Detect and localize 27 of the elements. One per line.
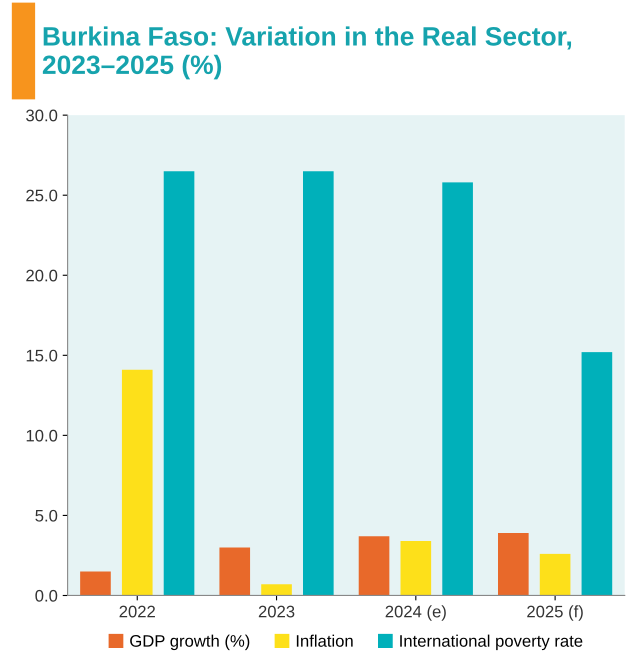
y-tick-label: 30.0 [26, 110, 58, 122]
bar [261, 584, 292, 596]
bar [540, 554, 570, 596]
bar [219, 547, 250, 596]
bar [582, 352, 612, 596]
legend-label: GDP growth (%) [130, 634, 250, 650]
x-tick-label: 2023 [258, 606, 294, 618]
bar [498, 533, 529, 596]
y-tick-label: 0.0 [35, 590, 58, 602]
x-tick-label: 2024 (e) [386, 605, 446, 621]
bar [442, 182, 473, 596]
legend-label: Inflation [296, 634, 353, 647]
legend-label: International poverty rate [400, 634, 582, 650]
bar [122, 370, 153, 596]
y-tick-label: 25.0 [26, 190, 58, 202]
y-tick-label: 20.0 [26, 270, 58, 282]
x-tick-label: 2022 [120, 606, 155, 618]
bar [303, 171, 334, 596]
bar [358, 536, 390, 596]
chart-title: Burkina Faso: Variation in the Real Sector, 2023–2025 (%) [42, 26, 572, 80]
x-tick-label: 2025 (f) [527, 605, 583, 621]
bar [400, 541, 432, 596]
y-tick-label: 5.0 [35, 510, 58, 522]
y-tick-label: 15.0 [26, 350, 58, 362]
y-tick-label: 10.0 [26, 430, 58, 442]
bar [164, 171, 194, 596]
bar [80, 571, 111, 596]
